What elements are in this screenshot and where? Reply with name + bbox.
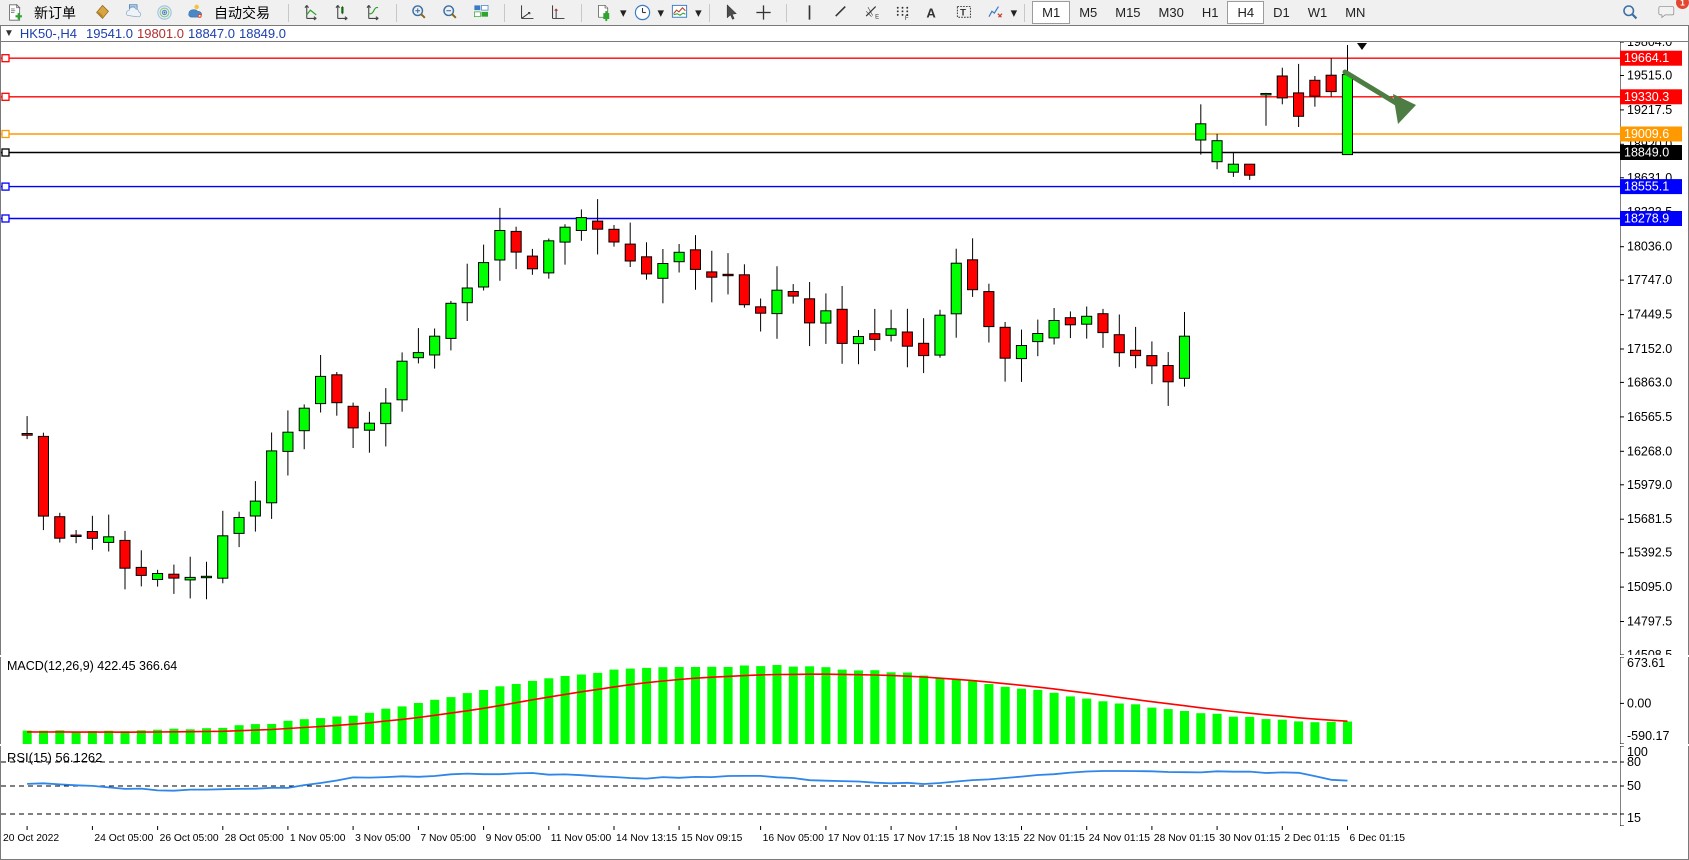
svg-text:15979.0: 15979.0 [1627, 478, 1672, 492]
svg-text:18555.1: 18555.1 [1624, 180, 1669, 194]
svg-text:24 Oct 05:00: 24 Oct 05:00 [94, 833, 153, 844]
svg-text:24 Nov 01:15: 24 Nov 01:15 [1089, 833, 1151, 844]
svg-text:18849.0: 18849.0 [1624, 146, 1669, 160]
svg-text:19804.0: 19804.0 [1627, 42, 1672, 49]
svg-text:A: A [926, 5, 936, 20]
svg-text:MACD(12,26,9) 422.45 366.64: MACD(12,26,9) 422.45 366.64 [7, 659, 177, 673]
svg-text:20 Oct 2022: 20 Oct 2022 [3, 833, 59, 844]
svg-text:80: 80 [1627, 755, 1641, 769]
svg-text:18 Nov 13:15: 18 Nov 13:15 [958, 833, 1020, 844]
svg-text:18278.9: 18278.9 [1624, 212, 1669, 226]
svg-text:17 Nov 01:15: 17 Nov 01:15 [828, 833, 890, 844]
svg-text:15095.0: 15095.0 [1627, 580, 1672, 594]
svg-text:9 Nov 05:00: 9 Nov 05:00 [486, 833, 542, 844]
svg-text:15392.5: 15392.5 [1627, 546, 1672, 560]
svg-text:673.61: 673.61 [1627, 657, 1665, 670]
svg-text:19515.0: 19515.0 [1627, 69, 1672, 83]
svg-text:1: 1 [1680, 0, 1685, 8]
svg-text:50: 50 [1627, 779, 1641, 793]
svg-text:16565.5: 16565.5 [1627, 410, 1672, 424]
svg-text:16863.0: 16863.0 [1627, 375, 1672, 389]
svg-text:14508.5: 14508.5 [1627, 648, 1672, 655]
svg-text:-590.17: -590.17 [1627, 729, 1669, 743]
svg-text:19664.1: 19664.1 [1624, 51, 1669, 65]
svg-text:28 Nov 01:15: 28 Nov 01:15 [1154, 833, 1216, 844]
svg-text:17 Nov 17:15: 17 Nov 17:15 [893, 833, 955, 844]
svg-text:22 Nov 01:15: 22 Nov 01:15 [1024, 833, 1086, 844]
svg-text:E: E [875, 14, 879, 20]
svg-text:17449.5: 17449.5 [1627, 308, 1672, 322]
svg-text:14797.5: 14797.5 [1627, 615, 1672, 629]
svg-text:2 Dec 01:15: 2 Dec 01:15 [1284, 833, 1340, 844]
svg-text:6 Dec 01:15: 6 Dec 01:15 [1350, 833, 1406, 844]
svg-text:11 Nov 05:00: 11 Nov 05:00 [551, 833, 612, 844]
svg-text:30 Nov 01:15: 30 Nov 01:15 [1219, 833, 1281, 844]
svg-text:F: F [904, 16, 908, 22]
svg-text:T: T [960, 7, 966, 18]
svg-text:7 Nov 05:00: 7 Nov 05:00 [420, 833, 476, 844]
svg-text:19009.6: 19009.6 [1624, 127, 1669, 141]
svg-text:15 Nov 09:15: 15 Nov 09:15 [681, 833, 743, 844]
svg-text:15: 15 [1627, 811, 1641, 825]
svg-text:3 Nov 05:00: 3 Nov 05:00 [355, 833, 411, 844]
svg-text:19217.5: 19217.5 [1627, 103, 1672, 117]
svg-text:16268.0: 16268.0 [1627, 444, 1672, 458]
svg-text:0.00: 0.00 [1627, 696, 1651, 710]
svg-text:14 Nov 13:15: 14 Nov 13:15 [616, 833, 678, 844]
svg-text:1 Nov 05:00: 1 Nov 05:00 [290, 833, 346, 844]
svg-text:17152.0: 17152.0 [1627, 342, 1672, 356]
svg-text:28 Oct 05:00: 28 Oct 05:00 [225, 833, 284, 844]
svg-text:16 Nov 05:00: 16 Nov 05:00 [763, 833, 825, 844]
svg-text:18036.0: 18036.0 [1627, 240, 1672, 254]
svg-text:RSI(15) 56.1262: RSI(15) 56.1262 [7, 750, 102, 765]
svg-text:19330.3: 19330.3 [1624, 90, 1669, 104]
svg-text:17747.0: 17747.0 [1627, 273, 1672, 287]
svg-text:15681.5: 15681.5 [1627, 512, 1672, 526]
svg-text:26 Oct 05:00: 26 Oct 05:00 [160, 833, 219, 844]
